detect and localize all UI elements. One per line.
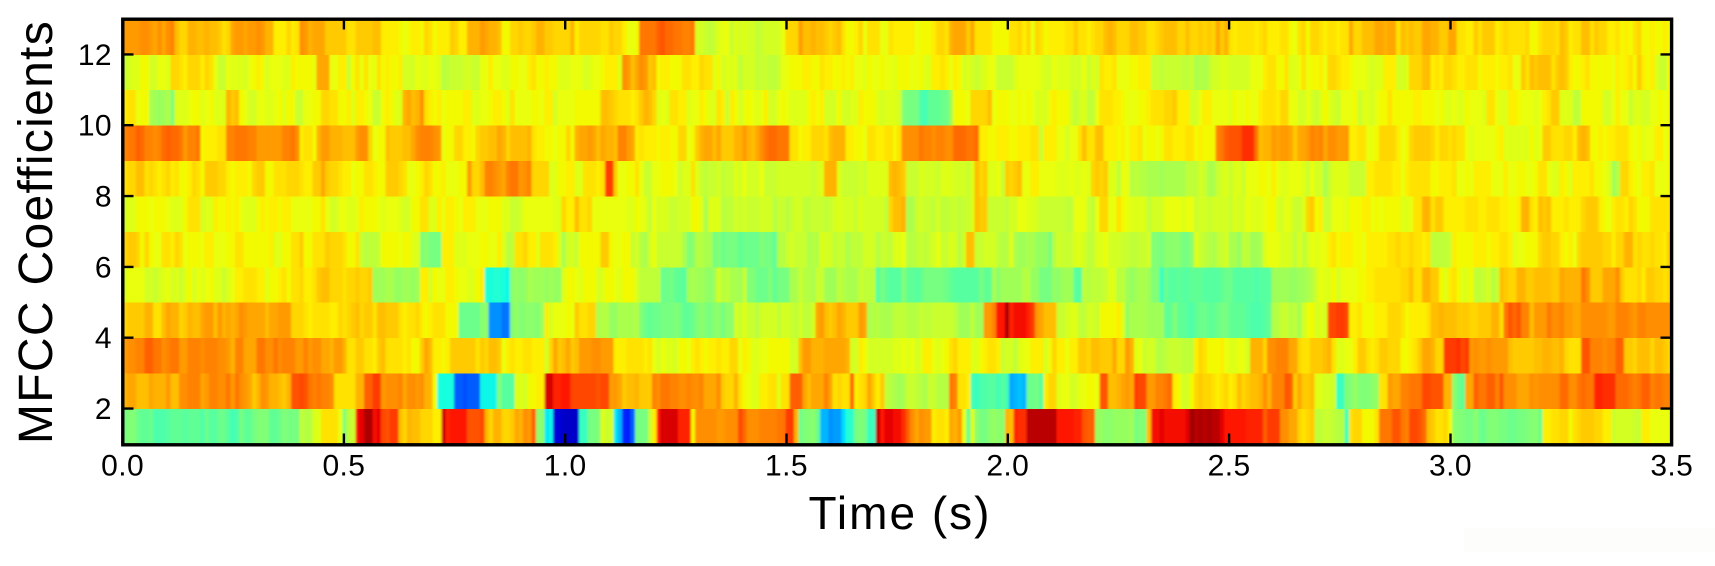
svg-text:0.0: 0.0	[101, 450, 144, 483]
svg-text:8: 8	[95, 181, 112, 214]
svg-text:12: 12	[78, 39, 112, 72]
svg-text:1.0: 1.0	[544, 450, 587, 483]
svg-text:1.5: 1.5	[765, 450, 808, 483]
svg-text:MFCC Coefficients: MFCC Coefficients	[10, 20, 63, 444]
svg-text:10: 10	[78, 110, 112, 143]
svg-text:Time (s): Time (s)	[809, 487, 992, 539]
svg-text:3.0: 3.0	[1429, 450, 1472, 483]
svg-text:0.5: 0.5	[322, 450, 365, 483]
svg-text:4: 4	[95, 322, 112, 355]
svg-text:2.0: 2.0	[986, 450, 1029, 483]
svg-text:2: 2	[95, 393, 112, 426]
svg-text:3.5: 3.5	[1650, 450, 1693, 483]
svg-text:2.5: 2.5	[1208, 450, 1251, 483]
svg-text:6: 6	[95, 251, 112, 284]
